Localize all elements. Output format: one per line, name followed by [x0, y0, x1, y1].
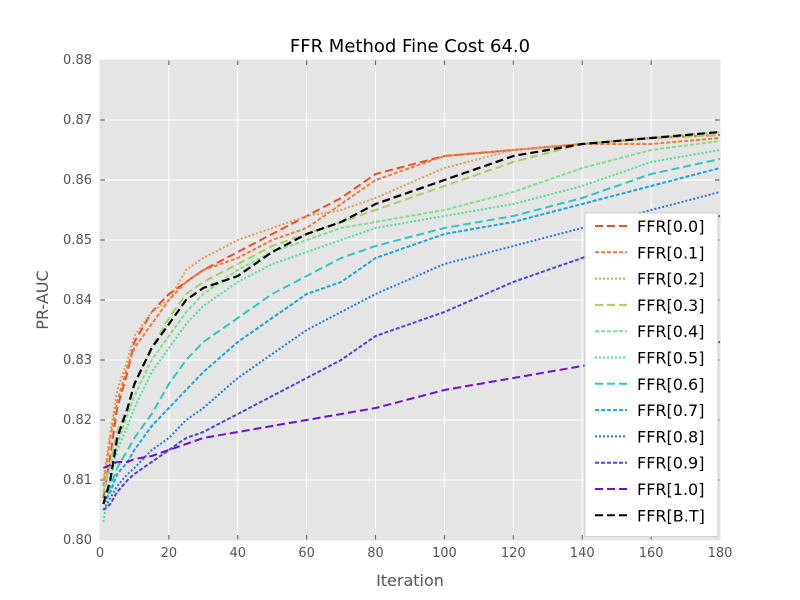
- legend-entry: FFR[0.7]: [637, 401, 704, 420]
- series-line-10: [103, 341, 721, 469]
- x-tick-label: 160: [639, 546, 664, 561]
- x-tick-label: 0: [96, 546, 104, 561]
- legend-entry: FFR[0.6]: [637, 375, 704, 394]
- legend-entry: FFR[1.0]: [637, 480, 704, 499]
- y-tick-label: 0.85: [63, 233, 92, 248]
- x-tick-label: 20: [161, 546, 178, 561]
- chart-title: FFR Method Fine Cost 64.0: [290, 36, 530, 57]
- x-tick-label: 40: [230, 546, 247, 561]
- x-tick-label: 80: [367, 546, 384, 561]
- y-axis-label: PR-AUC: [33, 270, 52, 329]
- y-tick-label: 0.84: [63, 293, 92, 308]
- legend-entry: FFR[0.0]: [637, 217, 704, 236]
- plot-frame: [99, 59, 721, 541]
- legend-entry: FFR[0.2]: [637, 270, 704, 289]
- x-tick-label: 140: [570, 546, 595, 561]
- x-tick-label: 100: [432, 546, 457, 561]
- x-tick-label: 120: [501, 546, 526, 561]
- y-tick-label: 0.83: [63, 353, 92, 368]
- series-line-5: [102, 149, 721, 523]
- y-tick-label: 0.80: [63, 533, 92, 548]
- series-group: [102, 130, 721, 523]
- legend-entry: FFR[0.9]: [637, 454, 704, 473]
- series-line-11: [102, 130, 721, 505]
- legend-entry: FFR[0.3]: [637, 296, 704, 315]
- y-tick-label: 0.88: [63, 53, 92, 68]
- legend-entry: FFR[0.5]: [637, 349, 704, 368]
- x-axis-label: Iteration: [376, 571, 444, 590]
- series-line-9: [102, 215, 721, 511]
- legend-entry: FFR[0.8]: [637, 427, 704, 446]
- x-tick-label: 180: [708, 546, 733, 561]
- y-tick-label: 0.82: [63, 413, 92, 428]
- legend: FFR[0.0] FFR[0.1] FFR[0.2] FFR[0.3] FFR[0.4]…: [584, 212, 719, 538]
- legend-entry: FFR[B.T]: [637, 506, 705, 525]
- y-tick-label: 0.81: [63, 473, 92, 488]
- y-tick-label: 0.86: [63, 173, 92, 188]
- series-line-1: [102, 137, 721, 487]
- legend-entry: FFR[0.1]: [637, 243, 704, 262]
- legend-box: [584, 212, 719, 538]
- series-line-4: [102, 140, 721, 493]
- axis-ticks: 0 20 40 60 80 100 120 140 160 180 0.80 0.81 0.82 0.83…: [63, 53, 732, 561]
- series-line-2: [102, 131, 721, 481]
- x-tick-label: 60: [298, 546, 315, 561]
- y-tick-label: 0.87: [63, 113, 92, 128]
- series-line-6: [102, 158, 721, 505]
- legend-entry: FFR[0.4]: [637, 322, 704, 341]
